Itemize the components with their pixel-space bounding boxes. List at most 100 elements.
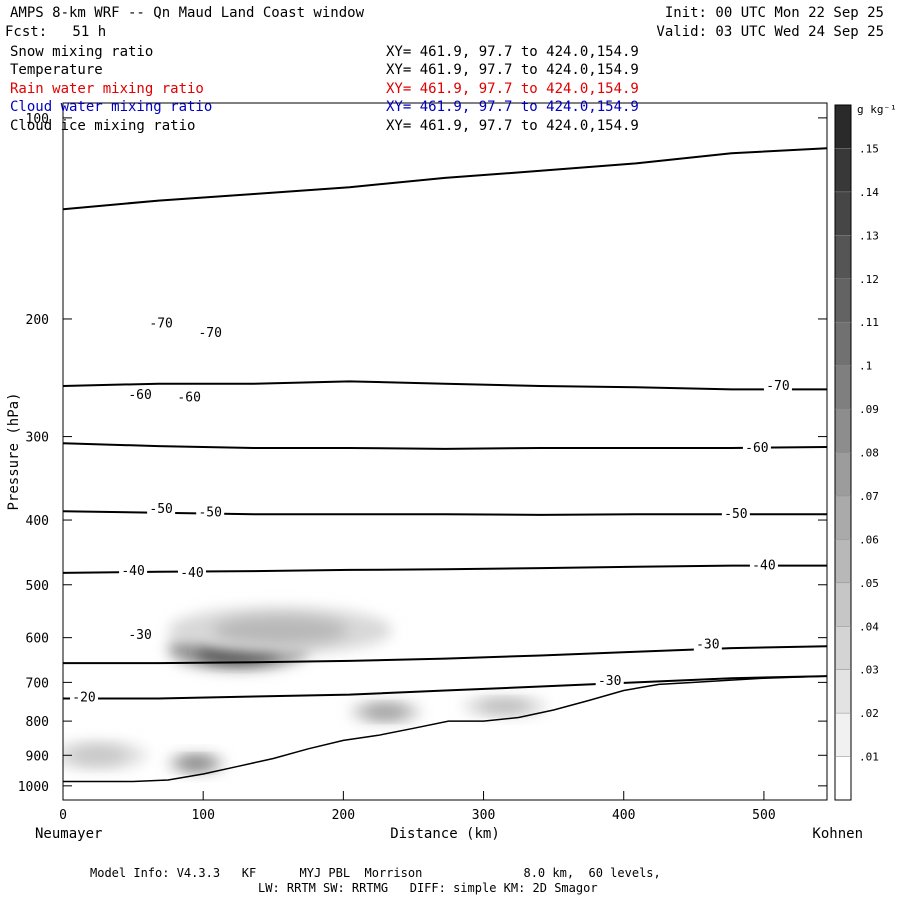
- contour-label: -40: [752, 559, 775, 574]
- contour-label-bg: [749, 557, 778, 573]
- x-tick-label: 500: [752, 808, 775, 823]
- x-left-label: Neumayer: [35, 826, 102, 842]
- colorbar-label: .05: [859, 577, 879, 590]
- field-name: Temperature: [10, 62, 103, 78]
- colorbar-swatch: [835, 452, 851, 496]
- colorbar-swatch: [835, 278, 851, 323]
- field-name: Cloud water mixing ratio: [10, 99, 213, 115]
- colorbar-label: .12: [859, 273, 879, 286]
- colorbar-swatch: [835, 105, 851, 149]
- contour-label: -60: [128, 388, 151, 403]
- contour-label: -60: [177, 390, 200, 405]
- y-tick-label: 500: [26, 579, 49, 594]
- model-info: Model Info: V4.3.3 KF MYJ PBL Morrison 8…: [90, 866, 661, 880]
- field-name: Cloud ice mixing ratio: [10, 118, 196, 134]
- field-xy: XY= 461.9, 97.7 to 424.0,154.9: [386, 62, 639, 78]
- contour-label: -70: [149, 316, 172, 331]
- colorbar-swatch: [835, 191, 851, 236]
- y-axis-title: Pressure (hPa): [6, 392, 22, 510]
- colorbar-swatch: [835, 495, 851, 540]
- forecast-hour: Fcst: 51 h: [5, 24, 107, 40]
- colorbar-label: .14: [859, 186, 879, 199]
- contour-label-bg: [147, 315, 176, 331]
- plot-frame: [62, 102, 828, 801]
- plot-area: -70 -70 -70 -60 -60 -60 -50 -50 -50 -40 -40 -40 -30 -…: [63, 147, 827, 783]
- colorbar-swatch: [835, 756, 851, 800]
- contour-label-bg: [721, 506, 750, 522]
- contour-label: -40: [121, 564, 144, 579]
- contour-label: -50: [149, 502, 172, 517]
- surface-line: [63, 675, 827, 783]
- y-tick-label: 300: [26, 431, 49, 446]
- contour-label-bg: [147, 500, 176, 516]
- colorbar-swatch: [835, 235, 851, 279]
- colorbar-label: .09: [859, 403, 879, 416]
- y-tick-label: 200: [26, 313, 49, 328]
- colorbar-label: .07: [859, 490, 879, 503]
- isotherm-line: [63, 564, 827, 574]
- model-physics: LW: RRTM SW: RRTMG DIFF: simple KM: 2D S…: [258, 881, 598, 895]
- field-xy: XY= 461.9, 97.7 to 424.0,154.9: [386, 81, 639, 97]
- colorbar-swatch: [835, 669, 851, 714]
- init-time: Init: 00 UTC Mon 22 Sep 25: [664, 5, 884, 21]
- snow-shading-core: [479, 700, 530, 712]
- contour-label-bg: [126, 387, 155, 403]
- x-tick-label: 0: [59, 808, 67, 823]
- y-tick-label: 400: [26, 514, 49, 529]
- field-xy: XY= 461.9, 97.7 to 424.0,154.9: [386, 44, 639, 60]
- contour-label-bg: [175, 389, 204, 405]
- snow-shading-core: [212, 616, 348, 645]
- x-right-label: Kohnen: [812, 826, 863, 842]
- contour-label-bg: [742, 439, 771, 455]
- colorbar-swatch: [835, 365, 851, 410]
- x-tick-label: 100: [191, 808, 214, 823]
- colorbar-swatch: [835, 626, 851, 670]
- x-tick-label: 300: [472, 808, 495, 823]
- chart-title: AMPS 8-km WRF -- Qn Maud Land Coast wind…: [10, 5, 365, 21]
- isotherm-line: [63, 380, 827, 391]
- y-tick-label: 100: [26, 112, 49, 127]
- isotherm-line: [63, 147, 827, 211]
- colorbar-unit: g kg⁻¹: [857, 103, 897, 116]
- field-xy: XY= 461.9, 97.7 to 424.0,154.9: [386, 118, 639, 134]
- colorbar-swatch: [835, 148, 851, 192]
- contour-label: -30: [128, 628, 151, 643]
- contour-label: -30: [696, 637, 719, 652]
- snow-shading-core: [364, 705, 407, 719]
- colorbar-label: .08: [859, 447, 879, 460]
- x-tick-label: 200: [332, 808, 355, 823]
- isotherm-line: [63, 510, 827, 516]
- contour-label: -50: [198, 506, 221, 521]
- colorbar-label: .11: [859, 316, 879, 329]
- colorbar-label: .1: [859, 360, 872, 373]
- field-name: Snow mixing ratio: [10, 44, 154, 60]
- contour-label-bg: [196, 504, 225, 520]
- contour-label: -50: [724, 507, 747, 522]
- isotherm-line: [63, 442, 827, 450]
- valid-time: Valid: 03 UTC Wed 24 Sep 25: [656, 24, 884, 40]
- isotherm-line: [63, 675, 827, 700]
- contour-label-bg: [196, 325, 225, 341]
- contour-label-bg: [177, 564, 206, 580]
- colorbar-swatch: [835, 322, 851, 366]
- contour-label-bg: [119, 563, 148, 579]
- colorbar-swatch: [835, 539, 851, 583]
- colorbar-swatch: [835, 713, 851, 757]
- colorbar-label: .06: [859, 533, 879, 546]
- contour-label: -40: [180, 566, 203, 581]
- y-tick-label: 900: [26, 749, 49, 764]
- contour-label: -70: [766, 379, 789, 394]
- field-name: Rain water mixing ratio: [10, 81, 204, 97]
- colorbar-label: .03: [859, 664, 879, 677]
- contour-label: -30: [598, 674, 621, 689]
- colorbar-swatch: [835, 409, 851, 453]
- snow-shading-core: [179, 757, 213, 769]
- contour-label: -60: [745, 441, 768, 456]
- field-xy: XY= 461.9, 97.7 to 424.0,154.9: [386, 99, 639, 115]
- colorbar-label: .02: [859, 707, 879, 720]
- x-tick-label: 400: [612, 808, 635, 823]
- contour-label: -20: [72, 690, 95, 705]
- colorbar-label: .13: [859, 229, 879, 242]
- y-tick-label: 700: [26, 676, 49, 691]
